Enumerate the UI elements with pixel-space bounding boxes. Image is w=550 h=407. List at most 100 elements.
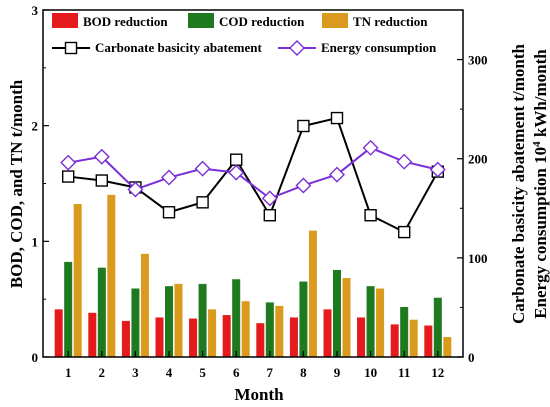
left-tick-label-0: 0 [32, 350, 39, 365]
bar-cod-reduction-2 [97, 267, 106, 358]
right-tick-label-0: 0 [468, 350, 475, 365]
bar-cod-reduction-9 [333, 270, 341, 358]
bar-cod-reduction-6 [232, 279, 241, 358]
bar-bod-reduction-10 [357, 317, 366, 358]
bar-cod-reduction-4 [165, 286, 173, 358]
bar-cod-reduction-5 [198, 283, 207, 358]
legend-label-bod-reduction: BOD reduction [83, 14, 168, 29]
bar-bod-reduction-12 [424, 325, 433, 358]
bar-tn-reduction-9 [342, 278, 351, 358]
bar-cod-reduction-8 [299, 281, 308, 358]
marker-energy-consumption-8 [295, 177, 312, 194]
x-tick-label-5: 5 [199, 365, 206, 380]
legend-label-tn-reduction: TN reduction [353, 14, 428, 29]
bar-cod-reduction-11 [400, 307, 409, 358]
x-tick-label-1: 1 [65, 365, 72, 380]
legend: BOD reduction COD reduction TN reduction Ca… [52, 13, 437, 56]
marker-energy-consumption-5 [194, 160, 211, 177]
marker-carbonate-basicity-abatement-4 [162, 206, 176, 219]
bar-cod-reduction-1 [64, 261, 73, 358]
x-tick-label-7: 7 [267, 365, 274, 380]
bar-tn-reduction-3 [140, 253, 149, 358]
legend-marker-energy-consumption [289, 40, 305, 56]
bar-bod-reduction-6 [222, 315, 231, 358]
right-y-axis-title-2-prefix: Energy consumption 10 [531, 147, 550, 319]
bar-bod-reduction-9 [323, 309, 332, 358]
bar-tn-reduction-8 [308, 230, 317, 358]
marker-carbonate-basicity-abatement-1 [62, 170, 75, 183]
x-tick-label-2: 2 [99, 365, 106, 380]
bar-bod-reduction-5 [189, 318, 198, 358]
marker-carbonate-basicity-abatement-7 [263, 209, 276, 222]
bar-bod-reduction-2 [88, 312, 97, 358]
marker-energy-consumption-4 [161, 169, 177, 186]
right-y-axis-title-2-suffix: kWh/month [531, 49, 550, 142]
plot-layer [54, 111, 452, 358]
legend-swatch-cod-reduction [188, 13, 214, 28]
bar-tn-reduction-5 [208, 309, 217, 358]
marker-carbonate-basicity-abatement-11 [398, 225, 411, 239]
legend-marker-carbonate-basicity-abatement [64, 41, 78, 55]
x-tick-label-10: 10 [364, 365, 377, 380]
marker-carbonate-basicity-abatement-8 [297, 119, 310, 133]
right-y-axis-title-1: Carbonate basicity abatement t/month [509, 43, 528, 324]
marker-energy-consumption-2 [93, 148, 110, 165]
legend-swatch-tn-reduction [322, 13, 348, 28]
legend-label-carbonate-basicity-abatement: Carbonate basicity abatement [95, 40, 262, 55]
legend-label-cod-reduction: COD reduction [219, 14, 305, 29]
bar-tn-reduction-1 [73, 204, 82, 358]
bar-bod-reduction-7 [256, 323, 265, 358]
x-tick-label-9: 9 [334, 365, 341, 380]
left-tick-label-1: 1 [32, 234, 39, 249]
marker-carbonate-basicity-abatement-6 [229, 153, 243, 166]
bar-cod-reduction-12 [433, 297, 442, 358]
right-y-axis-title-2: Energy consumption 104 kWh/month [531, 49, 550, 319]
marker-energy-consumption-9 [329, 166, 345, 183]
marker-carbonate-basicity-abatement-10 [364, 209, 377, 222]
bar-tn-reduction-12 [443, 337, 452, 358]
right-tick-label-300: 300 [468, 53, 488, 68]
marker-energy-consumption-7 [261, 190, 278, 207]
x-tick-label-4: 4 [166, 365, 173, 380]
legend-swatch-bod-reduction [52, 13, 78, 28]
marker-energy-consumption-6 [228, 164, 245, 181]
right-tick-label-200: 200 [468, 152, 488, 167]
line-carbonate-basicity-abatement [68, 116, 439, 234]
left-y-axis-title: BOD, COD, and TN t/month [7, 79, 26, 288]
line-energy-consumption [68, 146, 439, 200]
x-tick-label-12: 12 [431, 365, 444, 380]
bar-tn-reduction-10 [376, 288, 385, 358]
bar-cod-reduction-3 [131, 288, 140, 358]
bar-bod-reduction-4 [155, 317, 164, 358]
marker-energy-consumption-3 [127, 181, 144, 198]
marker-carbonate-basicity-abatement-5 [196, 196, 209, 209]
x-tick-label-6: 6 [233, 365, 240, 380]
bar-tn-reduction-7 [275, 305, 284, 358]
bar-cod-reduction-10 [366, 286, 375, 358]
x-tick-label-8: 8 [300, 365, 307, 380]
bar-bod-reduction-3 [121, 320, 130, 358]
bar-cod-reduction-7 [265, 302, 274, 358]
bar-tn-reduction-6 [241, 301, 250, 358]
marker-energy-consumption-11 [396, 153, 413, 170]
x-tick-label-11: 11 [398, 365, 410, 380]
marker-carbonate-basicity-abatement-2 [95, 174, 109, 187]
legend-label-energy-consumption: Energy consumption [321, 40, 437, 55]
right-tick-label-100: 100 [468, 251, 488, 266]
bar-tn-reduction-4 [174, 283, 183, 358]
bar-tn-reduction-11 [409, 319, 418, 358]
marker-energy-consumption-1 [60, 154, 77, 171]
left-tick-label-3: 3 [32, 3, 39, 18]
marker-energy-consumption-10 [362, 139, 379, 156]
left-tick-label-2: 2 [32, 119, 39, 134]
bar-bod-reduction-1 [54, 309, 63, 358]
x-tick-label-3: 3 [132, 365, 139, 380]
bar-bod-reduction-11 [390, 324, 399, 358]
marker-carbonate-basicity-abatement-9 [330, 111, 344, 125]
right-y-axis-title-2-sup: 4 [531, 141, 543, 147]
marker-energy-consumption-12 [429, 161, 446, 178]
bar-tn-reduction-2 [107, 194, 116, 358]
x-axis-title: Month [234, 385, 284, 404]
